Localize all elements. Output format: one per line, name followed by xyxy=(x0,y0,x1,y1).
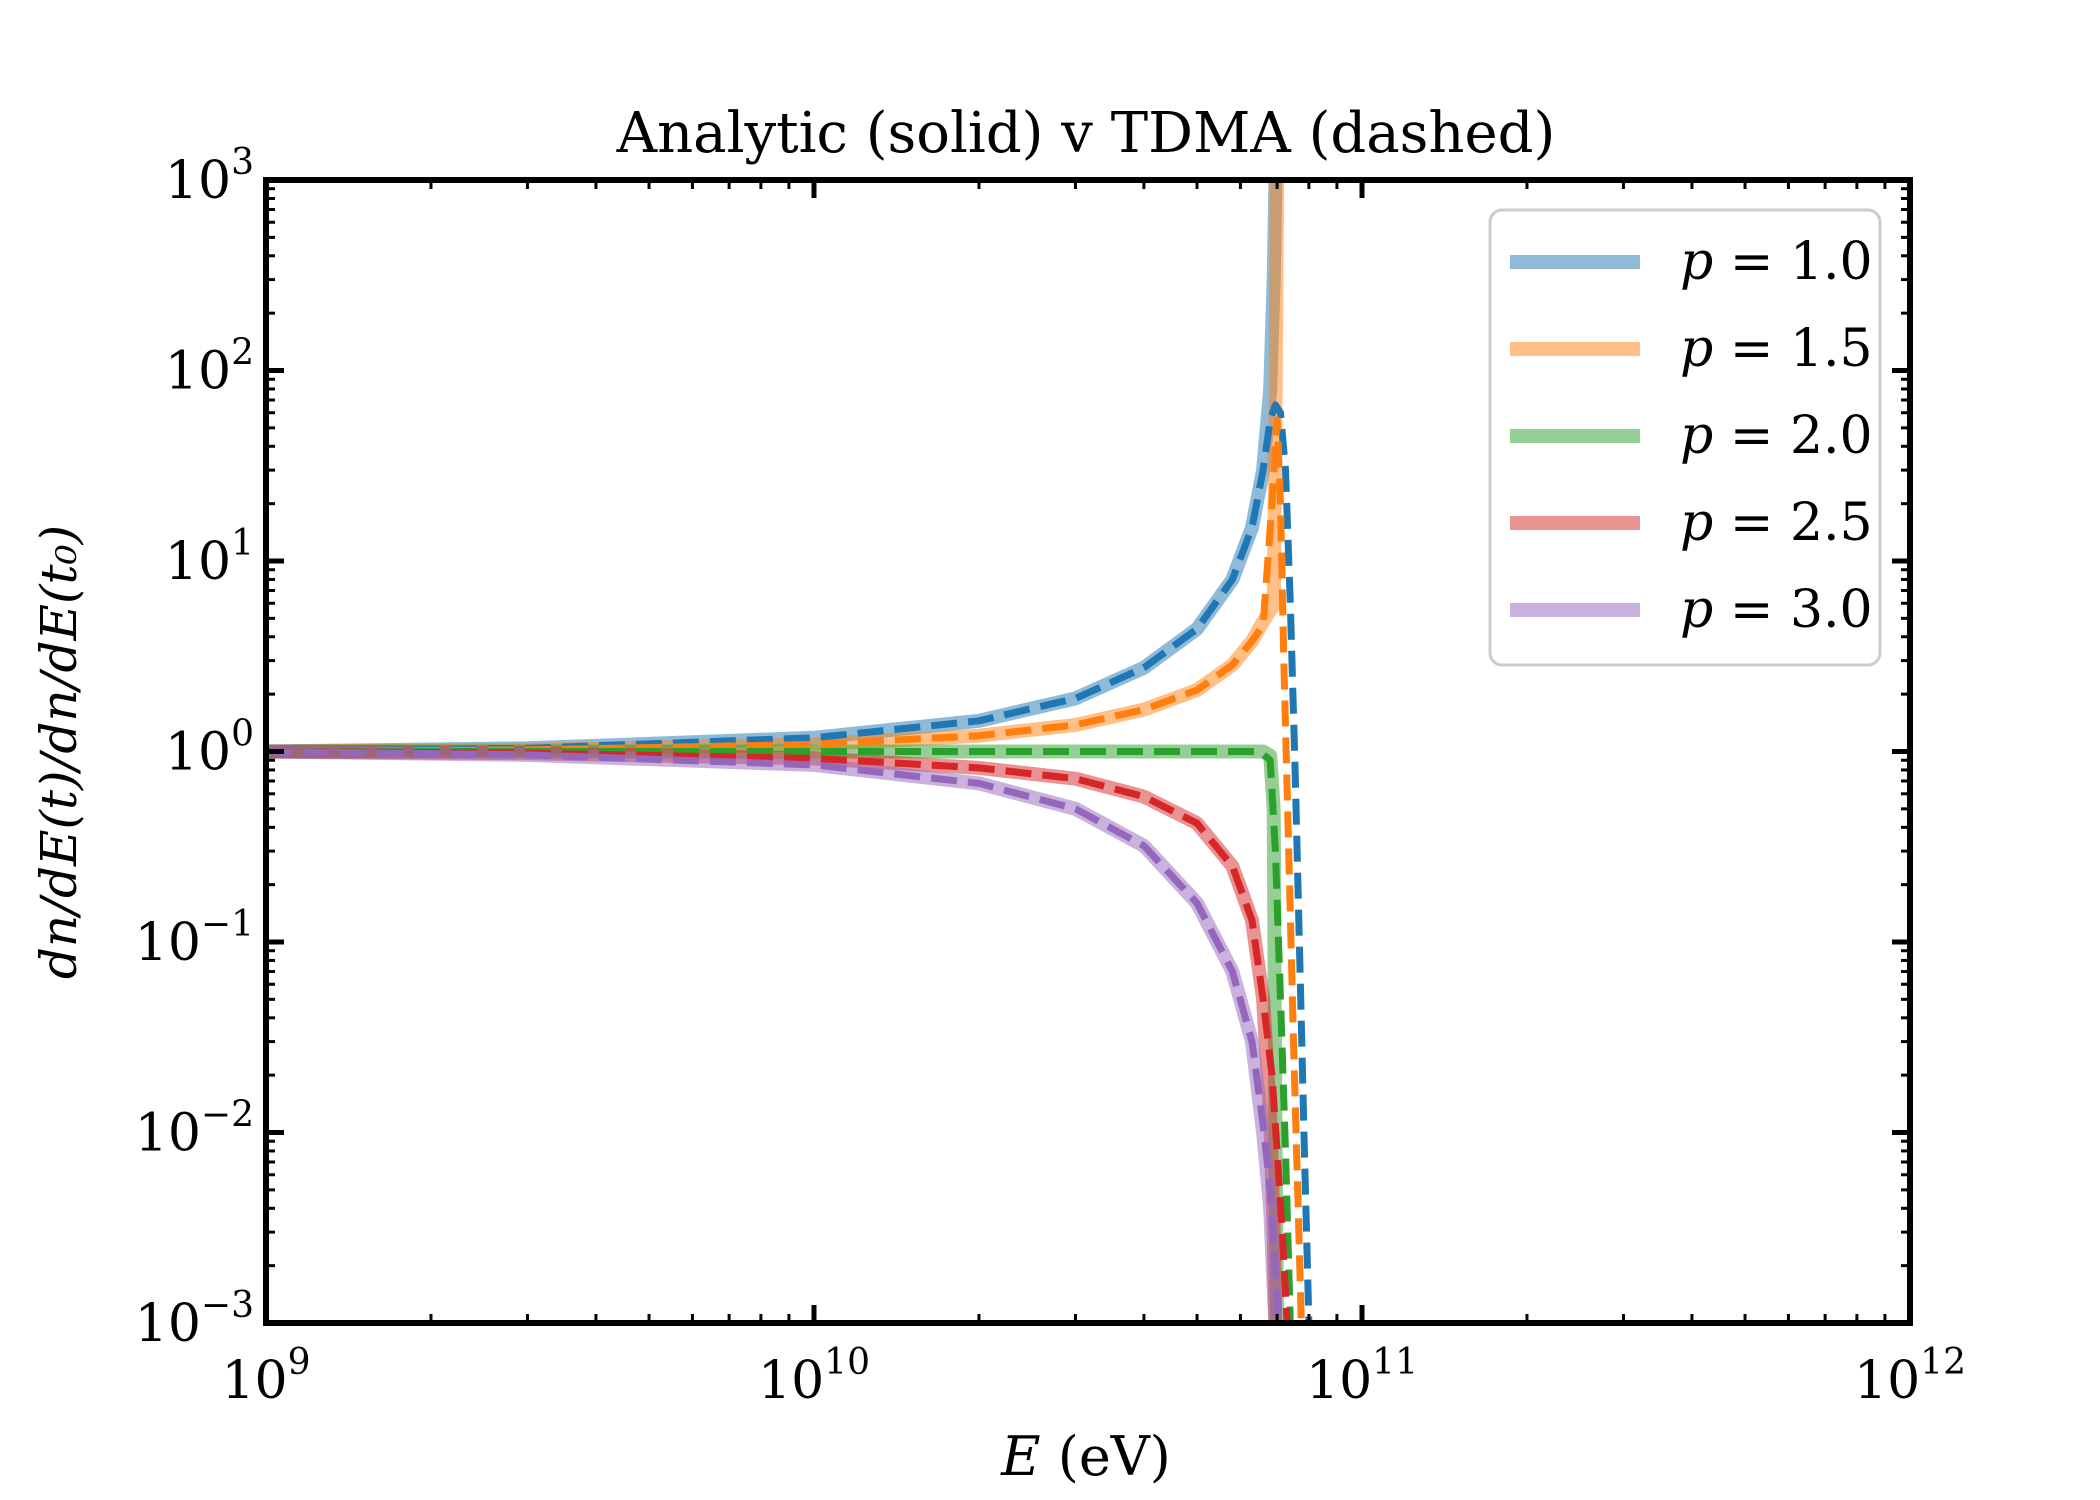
legend-label-p-2-5: p = 2.5 xyxy=(1680,493,1873,553)
legend-label-value: 2.0 xyxy=(1790,406,1873,466)
legend-label-var: p xyxy=(1680,232,1713,292)
y-tick-label-base: 10 xyxy=(135,913,201,973)
tdma-line-p-1-5 xyxy=(266,416,1305,1323)
legend-entry-p-1-5: p = 1.5 xyxy=(1510,319,1873,379)
y-tick-label: 10−3 xyxy=(135,1285,254,1354)
y-axis-label: dn/dE(t)/dn/dE(t₀) xyxy=(30,525,88,979)
x-tick-label-base: 10 xyxy=(221,1351,287,1411)
x-tick-label: 109 xyxy=(221,1342,310,1411)
y-tick-label: 102 xyxy=(165,333,254,402)
y-tick-label-base: 10 xyxy=(135,1104,201,1164)
x-tick-label-exp: 9 xyxy=(288,1342,311,1383)
legend-entry-p-3-0: p = 3.0 xyxy=(1510,580,1873,640)
legend-label-eq: = xyxy=(1713,232,1790,292)
y-tick-label: 100 xyxy=(165,714,254,783)
legend-label-eq: = xyxy=(1713,580,1790,640)
legend-label-var: p xyxy=(1680,493,1713,553)
ticks-layer xyxy=(263,177,1913,1326)
legend-label-value: 1.5 xyxy=(1790,319,1873,379)
y-tick-label-base: 10 xyxy=(135,1294,201,1354)
y-tick-label: 101 xyxy=(165,523,254,592)
y-tick-label-exp: −2 xyxy=(201,1095,254,1136)
y-tick-label: 10−2 xyxy=(135,1095,254,1164)
tdma-line-p-1-0 xyxy=(266,401,1313,1323)
legend-entries: p = 1.0p = 1.5p = 2.0p = 2.5p = 3.0 xyxy=(1510,232,1873,640)
legend-label-eq: = xyxy=(1713,319,1790,379)
legend-label-value: 3.0 xyxy=(1790,580,1873,640)
legend-entry-p-2-0: p = 2.0 xyxy=(1510,406,1873,466)
y-tick-label-base: 10 xyxy=(165,532,231,592)
legend: p = 1.0p = 1.5p = 2.0p = 2.5p = 3.0 xyxy=(1488,208,1882,667)
x-axis-label-unit-text: (eV) xyxy=(1058,1425,1171,1488)
tdma-line-p-3-0 xyxy=(266,748,1283,1323)
y-tick-label-exp: 1 xyxy=(231,523,254,564)
legend-entry-p-2-5: p = 2.5 xyxy=(1510,493,1873,553)
tdma-line-p-2-5 xyxy=(266,748,1291,1323)
y-tick-label: 10−1 xyxy=(135,904,254,973)
legend-label-eq: = xyxy=(1713,493,1790,553)
x-tick-label-base: 10 xyxy=(1854,1351,1920,1411)
x-tick-label-base: 10 xyxy=(758,1351,824,1411)
x-tick-label: 1010 xyxy=(758,1342,870,1411)
legend-box xyxy=(1488,208,1882,667)
legend-entry-p-1-0: p = 1.0 xyxy=(1510,232,1873,292)
legend-label-eq: = xyxy=(1713,406,1790,466)
legend-label-var: p xyxy=(1680,580,1713,640)
x-tick-label: 1011 xyxy=(1306,1342,1418,1411)
legend-label-p-3-0: p = 3.0 xyxy=(1680,580,1873,640)
series-layer xyxy=(266,180,1313,1323)
y-tick-label-exp: −3 xyxy=(201,1285,254,1326)
y-tick-label-base: 10 xyxy=(165,342,231,402)
legend-label-var: p xyxy=(1680,406,1713,466)
y-tick-label-exp: 2 xyxy=(231,333,254,374)
y-tick-label-exp: −1 xyxy=(201,904,254,945)
tdma-line-p-2-0 xyxy=(266,748,1294,1323)
legend-label-value: 2.5 xyxy=(1790,493,1873,553)
legend-label-p-1-5: p = 1.5 xyxy=(1680,319,1873,379)
y-tick-label: 103 xyxy=(165,142,254,211)
y-tick-label-base: 10 xyxy=(165,151,231,211)
x-tick-label-exp: 10 xyxy=(824,1342,870,1383)
y-tick-label-exp: 3 xyxy=(231,142,254,183)
legend-label-p-2-0: p = 2.0 xyxy=(1680,406,1873,466)
legend-label-var: p xyxy=(1680,319,1713,379)
x-tick-label-base: 10 xyxy=(1306,1351,1372,1411)
x-tick-label-exp: 11 xyxy=(1372,1342,1418,1383)
x-tick-label: 1012 xyxy=(1854,1342,1966,1411)
x-tick-label-exp: 12 xyxy=(1920,1342,1966,1383)
chart-title: Analytic (solid) v TDMA (dashed) xyxy=(616,101,1556,166)
x-axis-label-var: E xyxy=(1000,1425,1040,1488)
x-axis-label: E (eV) xyxy=(1000,1425,1171,1488)
y-tick-label-base: 10 xyxy=(165,723,231,783)
y-tick-label-exp: 0 xyxy=(231,714,254,755)
legend-label-value: 1.0 xyxy=(1790,232,1873,292)
legend-label-p-1-0: p = 1.0 xyxy=(1680,232,1873,292)
